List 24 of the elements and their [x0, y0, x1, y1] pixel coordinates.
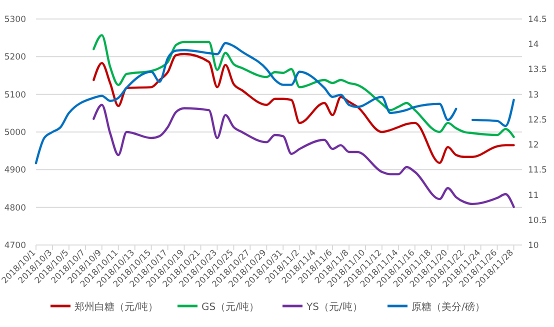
y2-tick-label: 11.5: [528, 166, 547, 176]
line-series: [92, 104, 515, 208]
y2-tick-label: 14: [528, 40, 539, 50]
y2-tick-label: 10: [528, 241, 539, 251]
y2-tick-label: 12.5: [528, 115, 547, 126]
y-tick-label: 4900: [4, 166, 26, 176]
line-series: [92, 34, 515, 138]
y2-tick-label: 11: [528, 190, 539, 201]
y2-tick-label: 13: [528, 90, 539, 100]
line-series: [92, 52, 515, 164]
y-tick-label: 5000: [4, 128, 26, 138]
y-tick-label: 4800: [4, 203, 26, 214]
legend-label: 郑州白糖（元/吨）: [74, 301, 158, 313]
y2-tick-label: 12: [528, 140, 539, 151]
y2-tick-label: 13.5: [528, 65, 547, 76]
y-tick-label: 5300: [4, 15, 26, 25]
y-tick-label: 5100: [4, 90, 26, 100]
legend-label: 原糖（美分/磅）: [412, 301, 485, 313]
legend-label: YS（元/吨）: [306, 301, 362, 313]
legend-label: GS（元/吨）: [202, 301, 259, 313]
y2-tick-label: 14.5: [528, 15, 547, 25]
y-tick-label: 4700: [4, 241, 26, 251]
y-tick-label: 5200: [4, 52, 26, 63]
y2-tick-label: 10.5: [528, 216, 547, 226]
